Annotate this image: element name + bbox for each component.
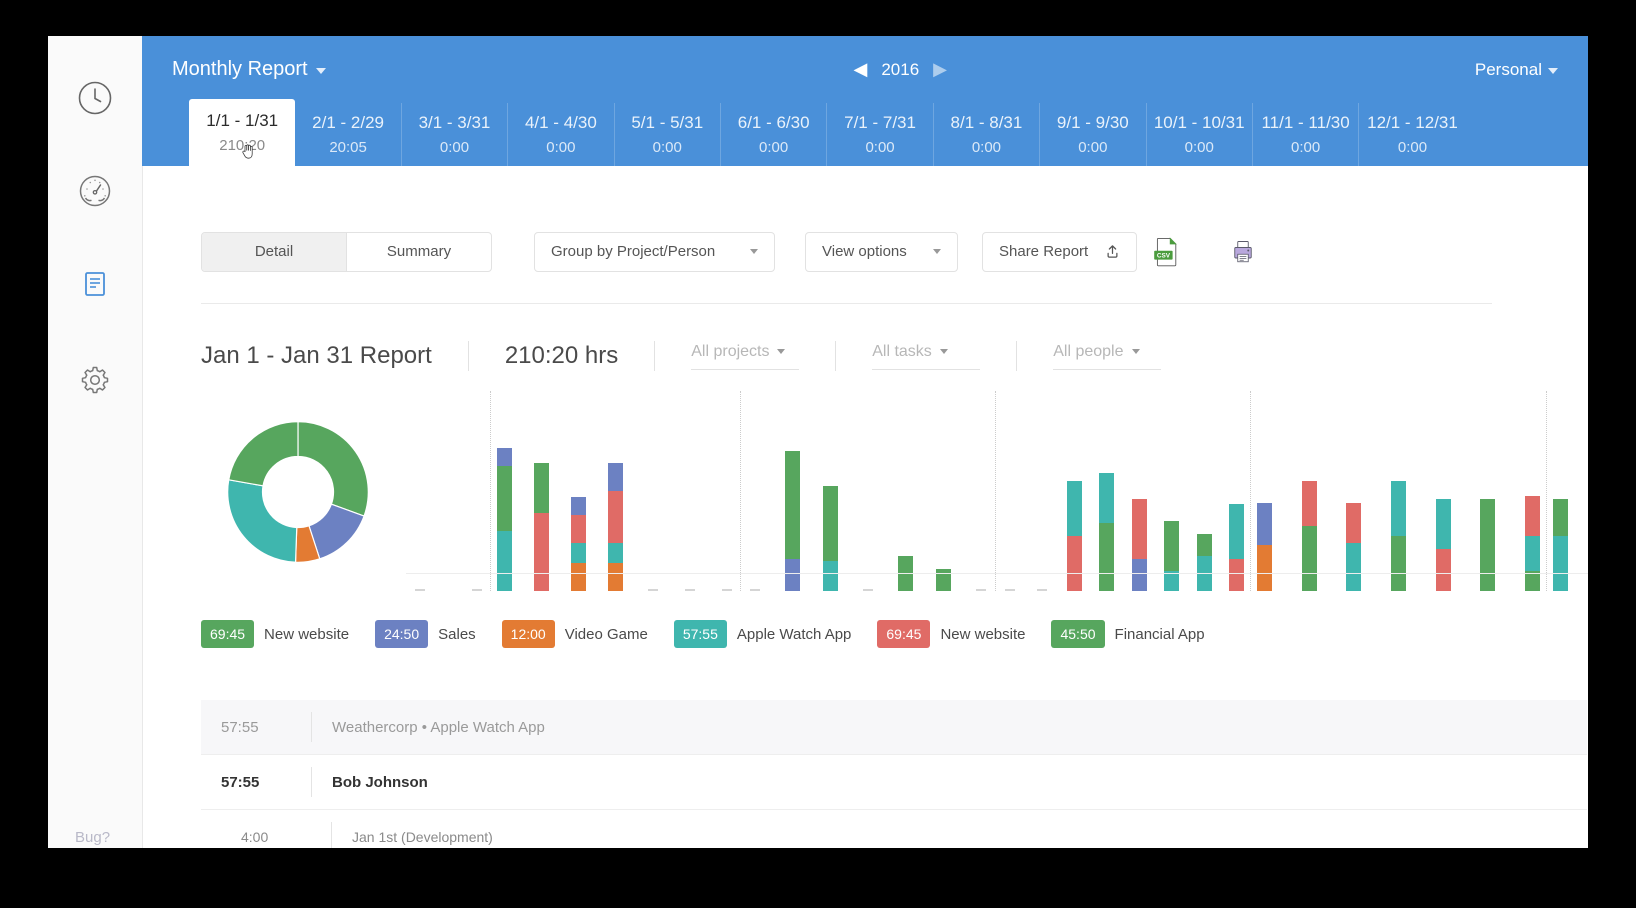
svg-text:CSV: CSV (1157, 252, 1171, 259)
